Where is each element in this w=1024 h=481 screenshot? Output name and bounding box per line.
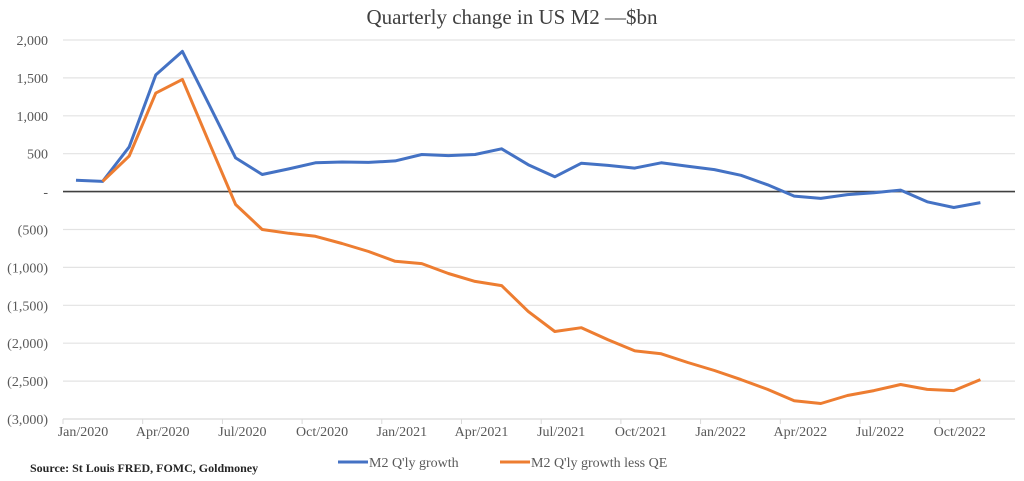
x-axis: Jan/2020 Apr/2020 Jul/2020 Oct/2020 Jan/2021… [58, 418, 1015, 440]
chart-title: Quarterly change in US M2 —$bn [366, 5, 658, 29]
y-tick-label: (3,000) [7, 413, 48, 428]
x-tick-label: Oct/2020 [296, 425, 348, 440]
x-tick-label: Jan/2022 [695, 425, 746, 440]
x-tick-label: Apr/2022 [773, 425, 827, 440]
y-tick-label: (2,000) [7, 337, 48, 352]
x-tick-label: Apr/2021 [455, 425, 509, 440]
x-tick-label: Jul/2021 [537, 425, 585, 440]
y-tick-label: (500) [18, 224, 49, 239]
legend-label: M2 Q'ly growth [369, 456, 459, 471]
x-tick-label: Apr/2020 [136, 425, 190, 440]
legend: M2 Q'ly growth M2 Q'ly growth less QE [338, 456, 667, 471]
y-tick-label: (1,500) [7, 299, 48, 314]
x-tick-label: Jan/2020 [58, 425, 109, 440]
x-tick-label: Oct/2022 [934, 425, 986, 440]
y-tick-label: 500 [27, 148, 48, 163]
y-axis-tick-labels: 2,000 1,500 1,000 500 - (500) (1,000) (1,500) (2… [7, 34, 48, 428]
x-tick-label: Jul/2020 [218, 425, 266, 440]
x-tick-label: Jan/2021 [377, 425, 428, 440]
y-tick-label: (2,500) [7, 375, 48, 390]
y-tick-label: 1,500 [17, 72, 49, 87]
x-tick-label: Jul/2022 [856, 425, 904, 440]
series-line-1 [75, 49, 981, 209]
series-lines [75, 49, 981, 405]
legend-label: M2 Q'ly growth less QE [531, 456, 667, 471]
x-tick-label: Oct/2021 [615, 425, 667, 440]
y-tick-label: (1,000) [7, 261, 48, 276]
y-tick-label: 2,000 [17, 34, 49, 49]
series-line-2 [101, 77, 981, 405]
source-note: Source: St Louis FRED, FOMC, Goldmoney [30, 461, 258, 475]
y-tick-label: 1,000 [17, 110, 49, 125]
y-tick-label: - [43, 186, 48, 201]
